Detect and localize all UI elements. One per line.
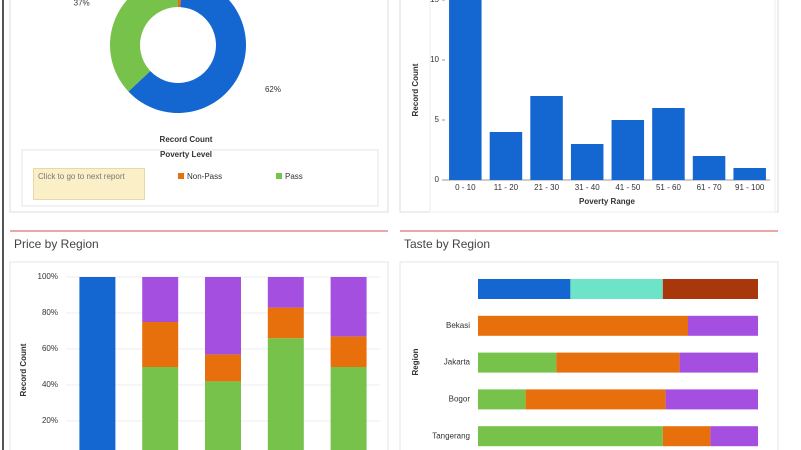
bar-segment bbox=[205, 277, 241, 355]
x-tick-label: 11 - 20 bbox=[494, 183, 519, 192]
x-tick-label: 0 - 10 bbox=[455, 183, 476, 192]
bar-segment bbox=[142, 322, 179, 367]
chart-title: Taste by Region bbox=[404, 237, 490, 251]
bar-segment bbox=[79, 277, 116, 450]
y-tick-label: 15 bbox=[430, 0, 439, 4]
donut-slice bbox=[178, 0, 181, 8]
y-tick-label: 40% bbox=[42, 380, 58, 389]
bar-segment bbox=[556, 352, 680, 373]
bar-segment bbox=[710, 426, 758, 447]
bar-segment bbox=[478, 389, 526, 410]
bar-segment bbox=[662, 426, 711, 447]
bar-segment bbox=[267, 277, 304, 308]
bar bbox=[692, 156, 726, 180]
slice-label: 62% bbox=[265, 85, 281, 94]
legend-swatch bbox=[178, 173, 184, 179]
report-link[interactable]: Click to go to next report bbox=[33, 168, 145, 200]
bar-segment bbox=[330, 367, 367, 450]
y-tick-label: Bogor bbox=[449, 395, 471, 404]
bar-segment bbox=[662, 279, 758, 299]
y-tick-label: 80% bbox=[42, 308, 58, 317]
y-tick-label: 60% bbox=[42, 344, 58, 353]
bar-segment bbox=[478, 315, 688, 336]
y-axis-label: Record Count bbox=[19, 343, 28, 396]
bar-segment bbox=[665, 389, 758, 410]
y-tick-label: 0 bbox=[435, 175, 440, 184]
y-tick-label: 10 bbox=[430, 55, 439, 64]
bar-segment bbox=[205, 381, 241, 450]
bar-segment bbox=[267, 307, 304, 339]
bar-segment bbox=[478, 426, 663, 447]
bar-segment bbox=[679, 352, 758, 373]
y-tick-label: Tangerang bbox=[432, 431, 470, 440]
x-tick-label: 21 - 30 bbox=[534, 183, 559, 192]
legend-label: Non-Pass bbox=[187, 172, 222, 181]
x-tick-label: 51 - 60 bbox=[656, 183, 681, 192]
bar-segment bbox=[142, 367, 179, 450]
bar-segment bbox=[330, 336, 367, 367]
bar-segment bbox=[478, 279, 571, 299]
legend-box bbox=[21, 149, 379, 207]
x-axis-label: Poverty Range bbox=[579, 197, 636, 206]
bar-segment bbox=[525, 389, 666, 410]
donut-slice bbox=[110, 0, 178, 92]
x-tick-label: 41 - 50 bbox=[615, 183, 640, 192]
y-axis-label: Region bbox=[411, 348, 420, 375]
panel bbox=[9, 0, 389, 213]
plot-frame bbox=[429, 0, 776, 213]
bar-segment bbox=[570, 279, 663, 299]
legend-label: Pass bbox=[285, 172, 303, 181]
legend-title: Poverty Level bbox=[160, 150, 212, 159]
y-axis-label: Record Count bbox=[411, 63, 420, 116]
y-tick-label: Jakarta bbox=[444, 358, 471, 367]
y-tick-label: 100% bbox=[38, 272, 58, 281]
y-tick-label: 20% bbox=[42, 416, 58, 425]
y-tick-label: Bekasi bbox=[446, 321, 470, 330]
chart-label: Record Count bbox=[160, 135, 213, 144]
legend-swatch bbox=[276, 173, 282, 179]
bar-segment bbox=[330, 277, 367, 337]
slice-label: 37% bbox=[74, 0, 90, 7]
y-tick-label: 5 bbox=[435, 115, 440, 124]
bar-segment bbox=[688, 315, 758, 336]
panel bbox=[399, 261, 779, 450]
bar-segment bbox=[142, 277, 179, 322]
bar bbox=[489, 132, 523, 180]
bar-segment bbox=[205, 354, 241, 382]
bar bbox=[449, 0, 482, 180]
bar bbox=[611, 120, 645, 180]
bar-segment bbox=[478, 352, 557, 373]
panel bbox=[9, 261, 389, 450]
bar bbox=[530, 96, 563, 180]
bar bbox=[733, 168, 766, 180]
x-tick-label: 61 - 70 bbox=[697, 183, 722, 192]
bar bbox=[570, 144, 604, 180]
chart-title: Price by Region bbox=[14, 237, 99, 251]
bar bbox=[652, 108, 685, 180]
donut-slice bbox=[128, 0, 246, 113]
x-tick-label: 31 - 40 bbox=[575, 183, 600, 192]
bar-segment bbox=[267, 338, 304, 450]
x-tick-label: 91 - 100 bbox=[735, 183, 765, 192]
